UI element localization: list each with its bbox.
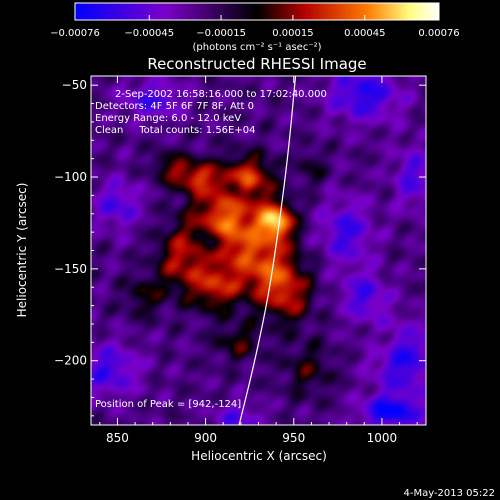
chart-title: Reconstructed RHESSI Image [147, 55, 366, 73]
y-tick-label: −200 [54, 354, 87, 368]
x-tick-label: 1000 [367, 431, 398, 445]
y-axis-ticks: −50 −100 −150 −200 [54, 78, 426, 417]
annotation-peak-position: Position of Peak = [942,-124] [95, 399, 241, 410]
colorbar-tick-label: −0.00045 [124, 28, 174, 39]
colorbar-gradient [74, 2, 440, 21]
plot-area: 850 900 950 1000 −50 −100 −150 −200 [54, 75, 427, 445]
colorbar-unit-label: (photons cm⁻² s⁻¹ asec⁻²) [192, 42, 321, 53]
generation-timestamp: 4-May-2013 05:22 [403, 488, 495, 499]
colorbar-ticks: −0.00076 −0.00045 −0.00015 0.00015 0.00045 0.… [50, 15, 460, 39]
annotation-detectors: Detectors: 4F 5F 6F 7F 8F, Att 0 [95, 101, 254, 112]
colorbar: −0.00076 −0.00045 −0.00015 0.00015 0.00045 0.… [50, 2, 460, 53]
annotation-energy-range: Energy Range: 6.0 - 12.0 keV [95, 113, 241, 124]
y-axis-title: Heliocentric Y (arcsec) [15, 183, 29, 318]
solar-limb-curve [238, 76, 297, 425]
colorbar-tick-label: 0.00045 [344, 28, 385, 39]
annotation-time-range: 2-Sep-2002 16:58:16.000 to 17:02:40.000 [115, 89, 327, 100]
colorbar-tick-label: 0.00015 [272, 28, 313, 39]
y-tick-label: −100 [54, 170, 87, 184]
annotations: 2-Sep-2002 16:58:16.000 to 17:02:40.000 … [95, 89, 327, 410]
colorbar-tick-label: −0.00015 [196, 28, 246, 39]
x-axis-title: Heliocentric X (arcsec) [191, 449, 327, 463]
y-tick-label: −150 [54, 262, 87, 276]
y-tick-label: −50 [62, 78, 87, 92]
x-tick-label: 900 [194, 431, 217, 445]
x-axis-ticks: 850 900 950 1000 [99, 76, 418, 445]
annotation-clean-counts: Clean Total counts: 1.56E+04 [95, 125, 255, 136]
colorbar-tick-label: 0.00076 [418, 28, 459, 39]
x-tick-label: 950 [282, 431, 305, 445]
colorbar-tick-label: −0.00076 [50, 28, 100, 39]
heatmap-image [91, 76, 426, 425]
x-tick-label: 850 [106, 431, 129, 445]
